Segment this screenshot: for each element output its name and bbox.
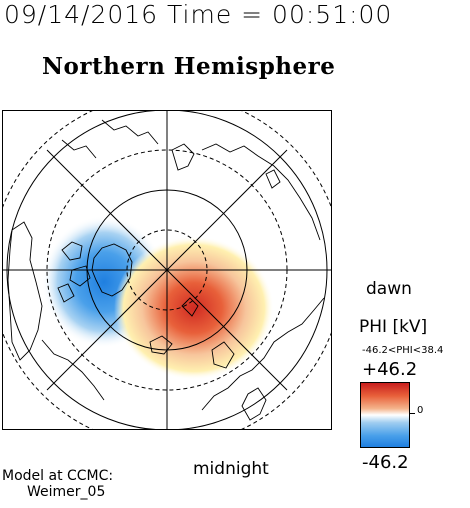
dawn-label: dawn — [366, 279, 412, 299]
plot-title: 09/14/2016 Time = 00:51:00 — [4, 0, 393, 29]
polar-potential-map — [2, 110, 332, 430]
hemisphere-title: Northern Hemisphere — [42, 53, 336, 80]
midnight-label: midnight — [193, 459, 269, 479]
colorbar-max-label: +46.2 — [362, 359, 418, 380]
model-name-label: Weimer_05 — [27, 484, 106, 500]
coastlines — [7, 119, 325, 421]
colorbar-range: -46.2<PHI<38.4 — [362, 345, 444, 356]
colorbar-zero-tick — [410, 413, 415, 414]
meridian-lines — [2, 110, 332, 430]
model-source-label: Model at CCMC: — [2, 468, 114, 484]
colorbar — [360, 382, 410, 448]
colorbar-title: PHI [kV] — [359, 317, 428, 337]
colorbar-min-label: -46.2 — [362, 452, 409, 473]
map-frame — [2, 110, 332, 430]
positive-potential-cell — [114, 236, 274, 380]
colorbar-zero-label: 0 — [417, 405, 424, 416]
